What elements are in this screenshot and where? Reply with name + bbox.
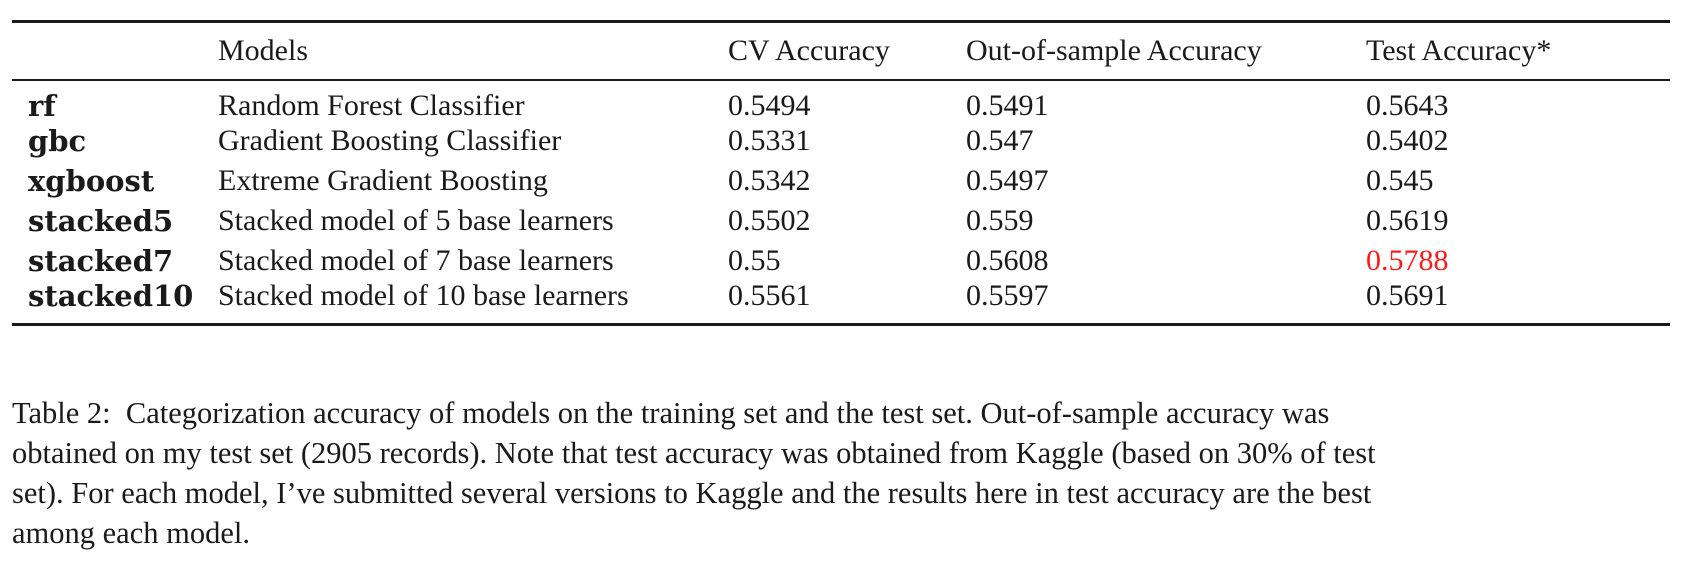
oos-accuracy-value: 0.5497 (966, 164, 1049, 197)
model-key: rf (28, 88, 56, 123)
table-row: xgboost Extreme Gradient Boosting 0.5342… (12, 161, 1670, 201)
test-accuracy-value: 0.545 (1366, 164, 1434, 197)
table-row: stacked5 Stacked model of 5 base learner… (12, 201, 1670, 241)
oos-accuracy-value: 0.5608 (966, 244, 1049, 277)
table-row: stacked7 Stacked model of 7 base learner… (12, 241, 1670, 281)
table-row: stacked10 Stacked model of 10 base learn… (12, 281, 1670, 325)
model-name: Stacked model of 7 base learners (218, 244, 614, 277)
test-accuracy-value: 0.5402 (1366, 124, 1449, 157)
model-key: stacked5 (28, 203, 174, 238)
model-key: stacked10 (28, 278, 194, 313)
header-row: Models CV Accuracy Out-of-sample Accurac… (12, 21, 1670, 81)
table-row: gbc Gradient Boosting Classifier 0.5331 … (12, 121, 1670, 161)
table-caption: Table 2: Categorization accuracy of mode… (12, 393, 1412, 553)
oos-accuracy-value: 0.5491 (966, 89, 1049, 122)
test-accuracy-value-best: 0.5788 (1366, 244, 1449, 277)
cv-accuracy-value: 0.5502 (728, 204, 811, 237)
header-test-accuracy: Test Accuracy* (1366, 34, 1552, 67)
model-name: Stacked model of 10 base learners (218, 279, 629, 312)
table-header: Models CV Accuracy Out-of-sample Accurac… (12, 21, 1670, 81)
header-cv-accuracy: CV Accuracy (728, 34, 890, 67)
test-accuracy-value: 0.5691 (1366, 279, 1449, 312)
test-accuracy-value: 0.5619 (1366, 204, 1449, 237)
model-name: Extreme Gradient Boosting (218, 164, 548, 197)
model-name: Random Forest Classifier (218, 89, 525, 122)
header-oos-accuracy: Out-of-sample Accuracy (966, 34, 1262, 67)
table-row: rf Random Forest Classifier 0.5494 0.549… (12, 80, 1670, 121)
caption-label: Table 2: (12, 395, 111, 430)
oos-accuracy-value: 0.559 (966, 204, 1034, 237)
header-key (12, 22, 218, 81)
header-models: Models (218, 34, 308, 67)
test-accuracy-value: 0.5643 (1366, 89, 1449, 122)
model-key: gbc (28, 123, 87, 158)
oos-accuracy-value: 0.547 (966, 124, 1034, 157)
cv-accuracy-value: 0.55 (728, 244, 781, 277)
cv-accuracy-value: 0.5342 (728, 164, 811, 197)
model-key: xgboost (28, 163, 155, 198)
model-key: stacked7 (28, 243, 174, 278)
cv-accuracy-value: 0.5561 (728, 279, 811, 312)
caption-text: Categorization accuracy of models on the… (12, 395, 1376, 550)
model-name: Gradient Boosting Classifier (218, 124, 562, 157)
oos-accuracy-value: 0.5597 (966, 279, 1049, 312)
model-name: Stacked model of 5 base learners (218, 204, 614, 237)
cv-accuracy-value: 0.5494 (728, 89, 811, 122)
table-body: rf Random Forest Classifier 0.5494 0.549… (12, 80, 1670, 325)
cv-accuracy-value: 0.5331 (728, 124, 811, 157)
results-table: Models CV Accuracy Out-of-sample Accurac… (12, 20, 1670, 326)
